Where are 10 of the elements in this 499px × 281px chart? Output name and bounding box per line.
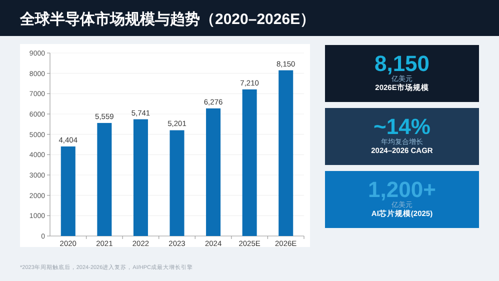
bar: [60, 146, 76, 236]
chart-title: 全球半导体市场规模与趋势（2020–2026E）: [19, 10, 316, 28]
bar: [206, 108, 221, 236]
text: 8,150: [374, 51, 430, 76]
text: ~14%: [374, 114, 430, 139]
bar: [170, 130, 184, 236]
bar: [242, 89, 257, 236]
bar: [278, 70, 294, 236]
bar: [133, 119, 148, 236]
bar: [97, 122, 112, 236]
